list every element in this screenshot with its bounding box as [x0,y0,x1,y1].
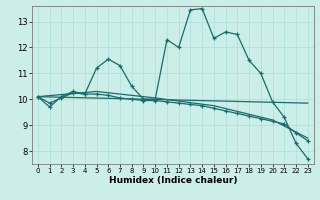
X-axis label: Humidex (Indice chaleur): Humidex (Indice chaleur) [108,176,237,185]
